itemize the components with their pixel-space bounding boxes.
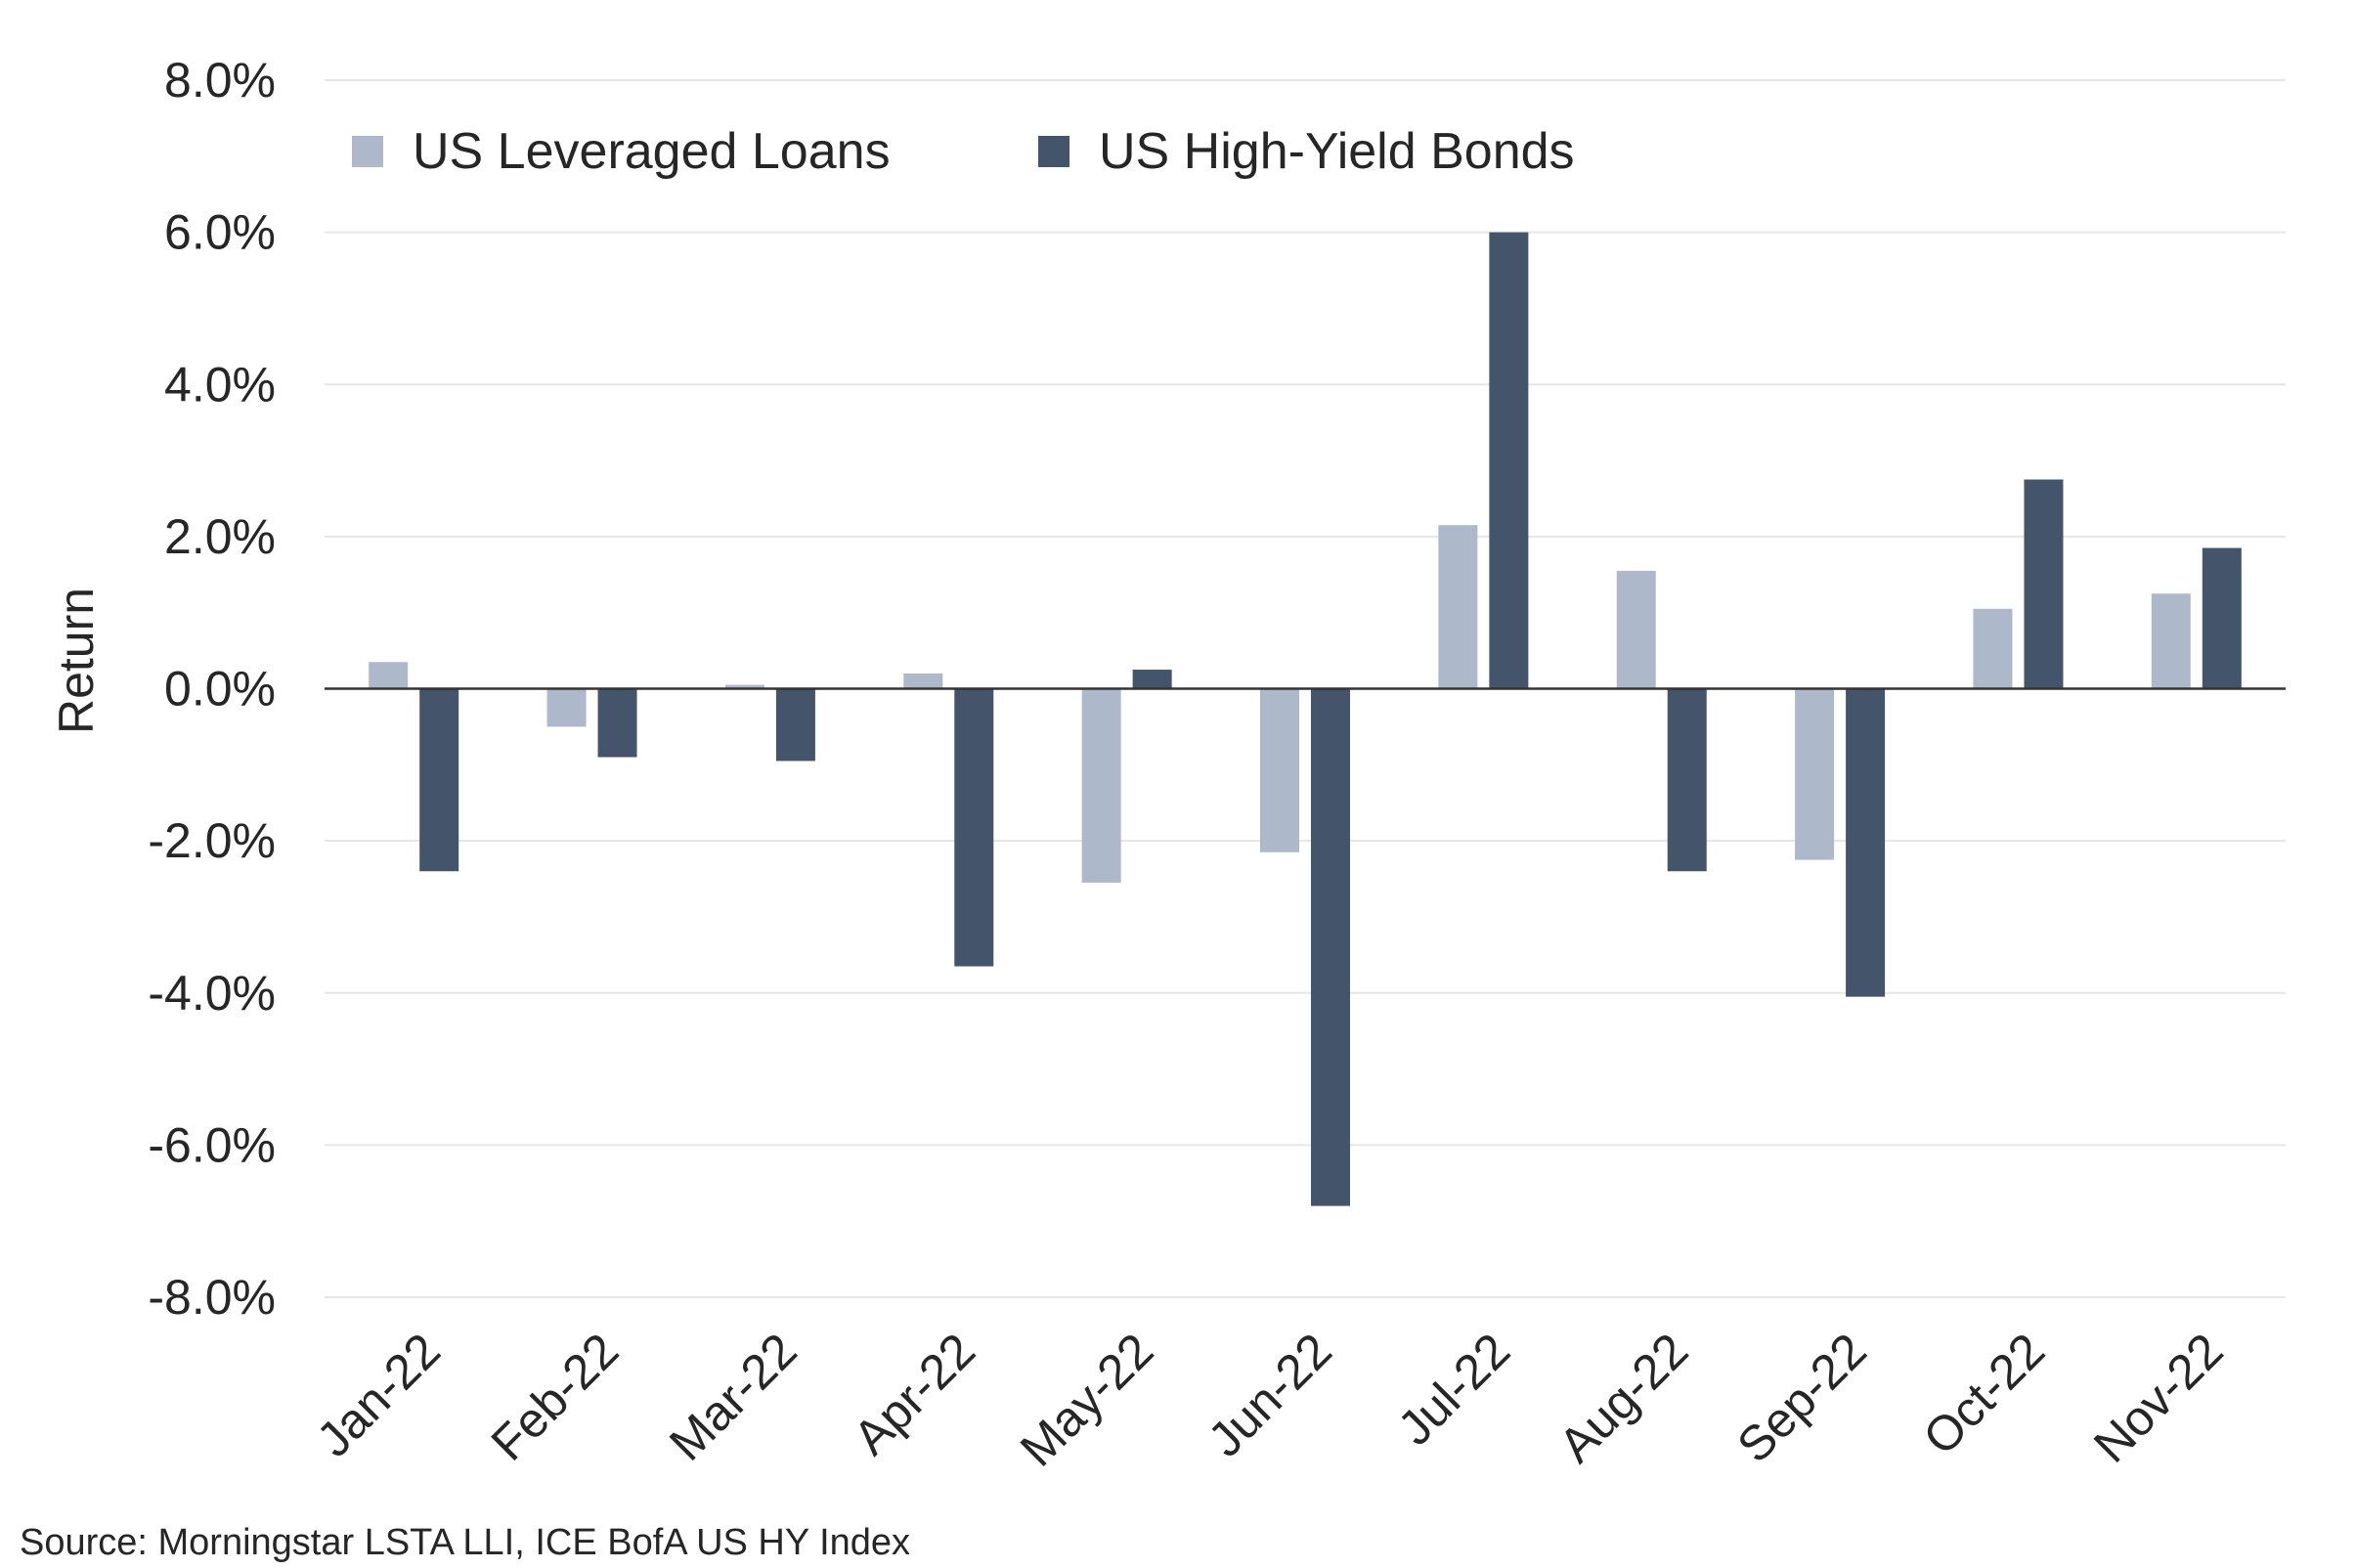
x-tick-label: Oct-22 <box>1913 1323 2056 1465</box>
bar-leveraged-loans-sep-22 <box>1795 688 1835 860</box>
bars <box>369 232 2242 1206</box>
x-tick-label: Feb-22 <box>481 1323 630 1471</box>
bar-leveraged-loans-apr-22 <box>903 673 943 689</box>
y-tick-label: 0.0% <box>164 662 276 717</box>
legend-label-high-yield-bonds: US High-Yield Bonds <box>1099 123 1575 180</box>
axes: 8.0% 6.0% 4.0% 2.0% 0.0% -2.0% -4.0% -6.0% -8.0%… <box>148 53 2286 1477</box>
x-tick-label: Aug-22 <box>1549 1323 1699 1473</box>
bar-high-yield-bonds-aug-22 <box>1667 688 1707 872</box>
x-tick-label: Jul-22 <box>1387 1323 1520 1456</box>
legend: US Leveraged Loans US High-Yield Bonds <box>352 123 1575 180</box>
y-tick-label: 4.0% <box>164 357 276 412</box>
y-axis-label: Return <box>49 588 104 734</box>
y-tick-label: 8.0% <box>164 53 276 108</box>
y-tick-label: -6.0% <box>148 1117 276 1172</box>
bar-high-yield-bonds-mar-22 <box>775 688 815 762</box>
bar-high-yield-bonds-jan-22 <box>419 688 459 872</box>
y-tick-label: -4.0% <box>148 966 276 1021</box>
x-tick-label: Nov-22 <box>2083 1323 2234 1473</box>
bar-leveraged-loans-jul-22 <box>1438 525 1478 689</box>
gridlines <box>325 79 2286 1298</box>
bar-high-yield-bonds-jul-22 <box>1489 232 1529 689</box>
y-tick-label: 6.0% <box>164 205 276 260</box>
bar-high-yield-bonds-apr-22 <box>954 688 994 967</box>
bar-leveraged-loans-may-22 <box>1081 688 1121 883</box>
bar-high-yield-bonds-may-22 <box>1132 670 1172 689</box>
legend-label-leveraged-loans: US Leveraged Loans <box>413 123 891 180</box>
y-tick-label: 2.0% <box>164 509 276 564</box>
bar-leveraged-loans-oct-22 <box>1973 608 2013 689</box>
bar-high-yield-bonds-feb-22 <box>597 688 637 758</box>
x-tick-label: Sep-22 <box>1726 1323 1877 1473</box>
bar-high-yield-bonds-nov-22 <box>2202 547 2242 689</box>
bar-leveraged-loans-nov-22 <box>2151 593 2191 689</box>
y-tick-label: -8.0% <box>148 1270 276 1325</box>
x-tick-label: May-22 <box>1010 1323 1163 1476</box>
x-tick-label: Jan-22 <box>306 1323 451 1467</box>
y-tick-label: -2.0% <box>148 813 276 868</box>
legend-swatch-leveraged-loans <box>352 136 383 167</box>
bar-high-yield-bonds-sep-22 <box>1846 688 1886 997</box>
source-note: Source: Morningstar LSTA LLI, ICE BofA U… <box>20 1522 910 1563</box>
bar-leveraged-loans-mar-22 <box>724 684 764 689</box>
legend-swatch-high-yield-bonds <box>1038 136 1069 167</box>
bar-leveraged-loans-jun-22 <box>1260 688 1299 852</box>
bar-high-yield-bonds-jun-22 <box>1311 688 1350 1206</box>
bar-leveraged-loans-jan-22 <box>369 662 409 689</box>
bar-leveraged-loans-aug-22 <box>1616 570 1656 689</box>
bar-high-yield-bonds-oct-22 <box>2024 479 2064 689</box>
x-tick-label: Apr-22 <box>843 1323 985 1465</box>
bar-leveraged-loans-feb-22 <box>546 688 587 727</box>
x-tick-label: Mar-22 <box>659 1323 807 1471</box>
x-tick-label: Jun-22 <box>1198 1323 1342 1467</box>
